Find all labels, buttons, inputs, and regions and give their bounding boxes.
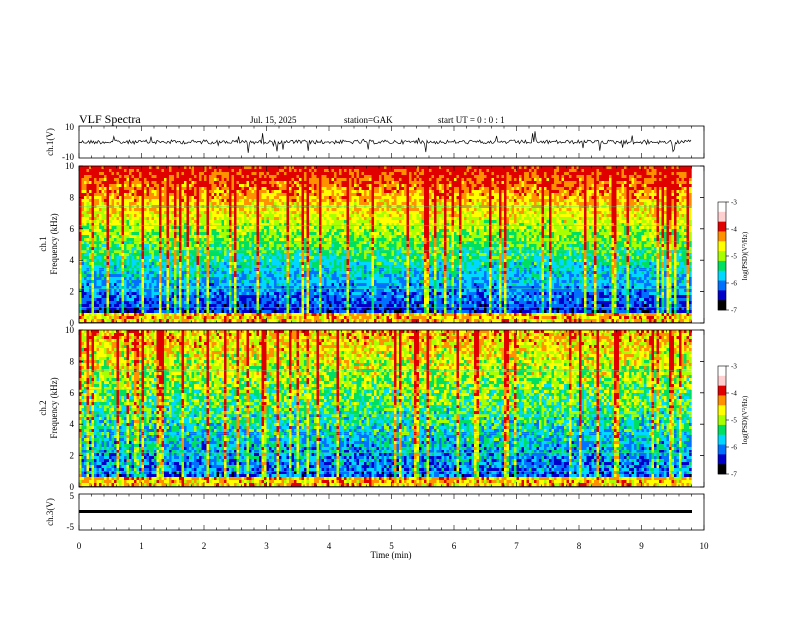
ch1-ytick-top: 10 [65, 122, 75, 132]
ch3-ytick-bottom: -5 [67, 522, 75, 532]
colorbar-swatch [718, 280, 726, 291]
time-tick-8: 8 [577, 541, 582, 551]
colorbar-tick--7: -7 [731, 471, 737, 479]
time-tick-7: 7 [514, 541, 519, 551]
colorbar-tick--4: -4 [731, 390, 737, 398]
ch1-waveform-ylabel: ch.1(V) [45, 128, 55, 156]
ch2-spectrogram-ylabel-channel: ch.2 [38, 400, 48, 415]
colorbar-tick--6: -6 [731, 280, 737, 288]
time-tick-2: 2 [202, 541, 207, 551]
colorbar-swatch [718, 300, 726, 311]
colorbar-swatch [718, 415, 726, 426]
start-ut-label: start UT = 0 : 0 : 1 [438, 115, 505, 125]
ch1-spectrogram-panel: 0 2 4 6 8 10 ch.1 Frequency (kHz) -3 -4 -5 -6 -7 l… [38, 161, 749, 328]
spec1-ytick-4: 4 [70, 255, 75, 265]
ch1-ytick-bottom: -10 [62, 152, 74, 162]
colorbar-swatch [718, 405, 726, 416]
time-tick-0: 0 [77, 541, 82, 551]
ch1-heatmap-cells [79, 166, 692, 323]
spec2-ytick-4: 4 [70, 419, 75, 429]
spec2-ytick-0: 0 [70, 482, 75, 492]
colorbar-tick--6: -6 [731, 444, 737, 452]
colorbar-tick--5: -5 [731, 253, 737, 261]
time-tick-10: 10 [700, 541, 710, 551]
ch3-waveform-ylabel: ch.3(V) [45, 498, 55, 526]
time-tick-4: 4 [327, 541, 332, 551]
colorbar-swatch [718, 385, 726, 396]
colorbar-swatch [718, 211, 726, 222]
colorbar-swatch [718, 366, 726, 377]
station-label: station=GAK [344, 115, 393, 125]
colorbar-swatch [718, 434, 726, 445]
colorbar-swatch [718, 241, 726, 252]
ch1-spectrogram-ylabel: Frequency (kHz) [49, 213, 59, 274]
colorbar-swatch [718, 260, 726, 272]
ch1-spectrogram-ylabel-channel: ch.1 [38, 236, 48, 251]
spec2-ytick-10: 10 [65, 325, 75, 335]
spec1-ytick-6: 6 [70, 224, 75, 234]
time-tick-3: 3 [264, 541, 269, 551]
colorbar-label: log(PSD)(V²/Hz) [741, 395, 749, 444]
colorbar-tick--3: -3 [731, 363, 737, 371]
colorbar-swatch [718, 221, 726, 232]
colorbar-swatch [718, 290, 726, 301]
time-tick-6: 6 [452, 541, 457, 551]
ch3-ytick-top: 5 [70, 491, 75, 501]
ch2-heatmap-cells [79, 330, 692, 487]
colorbar-tick--4: -4 [731, 226, 737, 234]
spec2-ytick-8: 8 [70, 356, 75, 366]
time-axis: 0 1 2 3 4 5 6 7 8 9 10 [77, 126, 709, 551]
time-tick-5: 5 [389, 541, 394, 551]
colorbar-label: log(PSD)(V²/Hz) [741, 231, 749, 280]
spec1-ytick-2: 2 [70, 287, 75, 297]
colorbar-tick--5: -5 [731, 417, 737, 425]
colorbar-swatch [718, 231, 726, 242]
colorbar-swatch [718, 454, 726, 465]
colorbar-tick--7: -7 [731, 307, 737, 315]
spec1-ytick-10: 10 [65, 161, 75, 171]
colorbar-swatch [718, 464, 726, 475]
ch1-waveform-line [78, 131, 692, 153]
date-label: Jul. 15, 2025 [250, 115, 297, 125]
colorbar-tick--3: -3 [731, 199, 737, 207]
colorbar-swatch [718, 270, 726, 281]
ch3-waveform-panel: 5 -5 ch.3(V) [45, 491, 705, 532]
time-tick-1: 1 [139, 541, 144, 551]
ch1-waveform-panel: 10 -10 ch.1(V) [45, 122, 705, 162]
time-tick-9: 9 [639, 541, 644, 551]
ch2-spectrogram-panel: 0 2 4 6 8 10 ch.2 Frequency (kHz) -3 -4 -5 -6 -7 l… [38, 325, 749, 492]
spec2-ytick-2: 2 [70, 451, 75, 461]
spec1-ytick-0: 0 [70, 318, 75, 328]
colorbar-swatch [718, 202, 726, 213]
time-axis-label: Time (min) [371, 550, 412, 560]
ch2-spectrogram-ylabel: Frequency (kHz) [49, 377, 59, 438]
colorbar-swatch [718, 444, 726, 455]
spec1-ytick-8: 8 [70, 192, 75, 202]
colorbar-swatch [718, 424, 726, 436]
ch3-waveform-line [79, 510, 692, 513]
colorbar-swatch [718, 251, 726, 262]
colorbar-swatch [718, 375, 726, 386]
spec2-ytick-6: 6 [70, 388, 75, 398]
figure-title: VLF Spectra [79, 112, 141, 126]
colorbar-swatch [718, 395, 726, 406]
